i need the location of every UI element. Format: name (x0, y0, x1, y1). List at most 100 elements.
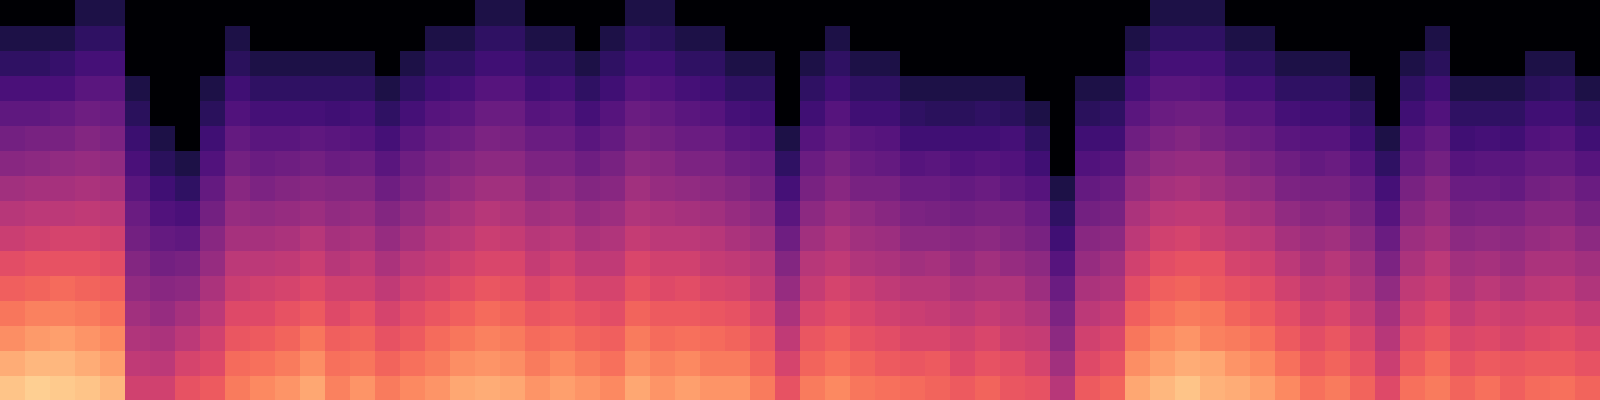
heatmap-cell (225, 375, 251, 400)
heatmap-cell (1025, 250, 1051, 276)
heatmap-cell (75, 25, 101, 51)
heatmap-cell (450, 100, 476, 126)
heatmap-cell (625, 300, 651, 326)
heatmap-cell (175, 325, 201, 351)
heatmap-cell (150, 350, 176, 376)
heatmap-cell (75, 100, 101, 126)
heatmap-cell (325, 75, 351, 101)
heatmap-cell (850, 150, 876, 176)
heatmap-cell (0, 350, 26, 376)
heatmap-cell (975, 175, 1001, 201)
heatmap-cell (1200, 150, 1226, 176)
heatmap-cell (1150, 25, 1176, 51)
heatmap-cell (50, 350, 76, 376)
heatmap-cell (1400, 75, 1426, 101)
heatmap-cell (1425, 100, 1451, 126)
heatmap-cell (475, 100, 501, 126)
heatmap-cell (1125, 250, 1151, 276)
heatmap-cell (1525, 75, 1551, 101)
heatmap-cell (300, 275, 326, 301)
heatmap-cell (100, 0, 126, 26)
heatmap-cell (525, 275, 551, 301)
heatmap-cell (1575, 225, 1600, 251)
heatmap-cell (850, 75, 876, 101)
heatmap-cell (1150, 325, 1176, 351)
heatmap-cell (1150, 350, 1176, 376)
heatmap-cell (400, 375, 426, 400)
heatmap-cell (25, 175, 51, 201)
heatmap-cell (775, 150, 801, 176)
heatmap-cell (325, 150, 351, 176)
heatmap-cell (650, 50, 676, 76)
heatmap-cell (225, 100, 251, 126)
chart (0, 0, 1600, 400)
heatmap-cell (375, 200, 401, 226)
heatmap-cell (725, 275, 751, 301)
heatmap-cell (650, 250, 676, 276)
heatmap-cell (50, 375, 76, 400)
heatmap-cell (300, 175, 326, 201)
heatmap-cell (175, 300, 201, 326)
heatmap-cell (600, 350, 626, 376)
heatmap-cell (775, 375, 801, 400)
heatmap-cell (800, 300, 826, 326)
heatmap-cell (1325, 250, 1351, 276)
heatmap-cell (525, 300, 551, 326)
heatmap-cell (1500, 250, 1526, 276)
heatmap-cell (350, 125, 376, 151)
heatmap-cell (1500, 100, 1526, 126)
heatmap-cell (1025, 150, 1051, 176)
heatmap-cell (325, 250, 351, 276)
heatmap-cell (1275, 75, 1301, 101)
heatmap-cell (1325, 200, 1351, 226)
heatmap-cell (1400, 125, 1426, 151)
heatmap-cell (1200, 250, 1226, 276)
heatmap-cell (100, 300, 126, 326)
heatmap-cell (1075, 375, 1101, 400)
heatmap-cell (1550, 125, 1576, 151)
heatmap-cell (1275, 250, 1301, 276)
heatmap-cell (1300, 100, 1326, 126)
heatmap-cell (350, 275, 376, 301)
heatmap-cells (0, 0, 1600, 400)
heatmap-cell (375, 100, 401, 126)
heatmap-cell (550, 175, 576, 201)
heatmap-cell (900, 150, 926, 176)
heatmap-cell (1150, 150, 1176, 176)
heatmap-cell (125, 75, 151, 101)
heatmap-cell (1150, 0, 1176, 26)
heatmap-cell (300, 150, 326, 176)
heatmap-cell (800, 0, 826, 26)
heatmap-cell (175, 200, 201, 226)
heatmap-cell (275, 350, 301, 376)
heatmap-cell (550, 350, 576, 376)
heatmap-cell (1175, 300, 1201, 326)
heatmap-cell (150, 0, 176, 26)
heatmap-cell (700, 200, 726, 226)
heatmap-cell (600, 100, 626, 126)
heatmap-cell (1350, 0, 1376, 26)
heatmap-cell (1050, 325, 1076, 351)
heatmap-cell (1150, 125, 1176, 151)
heatmap-cell (875, 75, 901, 101)
heatmap-cell (1050, 0, 1076, 26)
heatmap-cell (50, 0, 76, 26)
heatmap-cell (1100, 175, 1126, 201)
heatmap-cell (975, 0, 1001, 26)
heatmap-cell (1100, 75, 1126, 101)
heatmap-cell (875, 200, 901, 226)
heatmap-cell (275, 300, 301, 326)
heatmap-cell (400, 125, 426, 151)
heatmap-cell (500, 250, 526, 276)
heatmap-cell (1550, 350, 1576, 376)
heatmap-cell (800, 350, 826, 376)
heatmap-cell (525, 25, 551, 51)
heatmap-cell (575, 75, 601, 101)
heatmap-cell (1450, 50, 1476, 76)
heatmap-cell (250, 275, 276, 301)
heatmap-cell (1500, 375, 1526, 400)
heatmap-cell (525, 0, 551, 26)
heatmap-cell (425, 250, 451, 276)
heatmap-cell (1450, 125, 1476, 151)
heatmap-cell (875, 175, 901, 201)
